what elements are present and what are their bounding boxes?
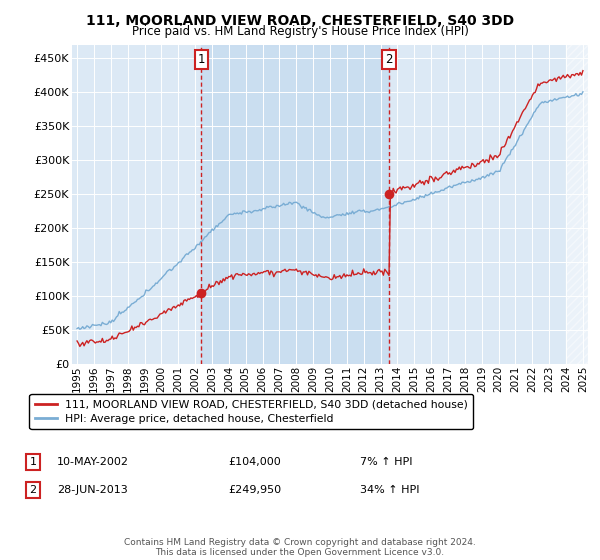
Text: 10-MAY-2002: 10-MAY-2002 <box>57 457 129 467</box>
Text: £249,950: £249,950 <box>228 485 281 495</box>
Text: 1: 1 <box>29 457 37 467</box>
Text: Price paid vs. HM Land Registry's House Price Index (HPI): Price paid vs. HM Land Registry's House … <box>131 25 469 38</box>
Text: £104,000: £104,000 <box>228 457 281 467</box>
Bar <box>566 45 588 364</box>
Text: 34% ↑ HPI: 34% ↑ HPI <box>360 485 419 495</box>
Bar <box>202 45 389 364</box>
Text: 7% ↑ HPI: 7% ↑ HPI <box>360 457 413 467</box>
Text: 1: 1 <box>197 53 205 66</box>
Text: 2: 2 <box>29 485 37 495</box>
Text: 111, MOORLAND VIEW ROAD, CHESTERFIELD, S40 3DD: 111, MOORLAND VIEW ROAD, CHESTERFIELD, S… <box>86 14 514 28</box>
Legend: 111, MOORLAND VIEW ROAD, CHESTERFIELD, S40 3DD (detached house), HPI: Average pr: 111, MOORLAND VIEW ROAD, CHESTERFIELD, S… <box>29 394 473 429</box>
Text: Contains HM Land Registry data © Crown copyright and database right 2024.
This d: Contains HM Land Registry data © Crown c… <box>124 538 476 557</box>
Text: 28-JUN-2013: 28-JUN-2013 <box>57 485 128 495</box>
Text: 2: 2 <box>385 53 393 66</box>
